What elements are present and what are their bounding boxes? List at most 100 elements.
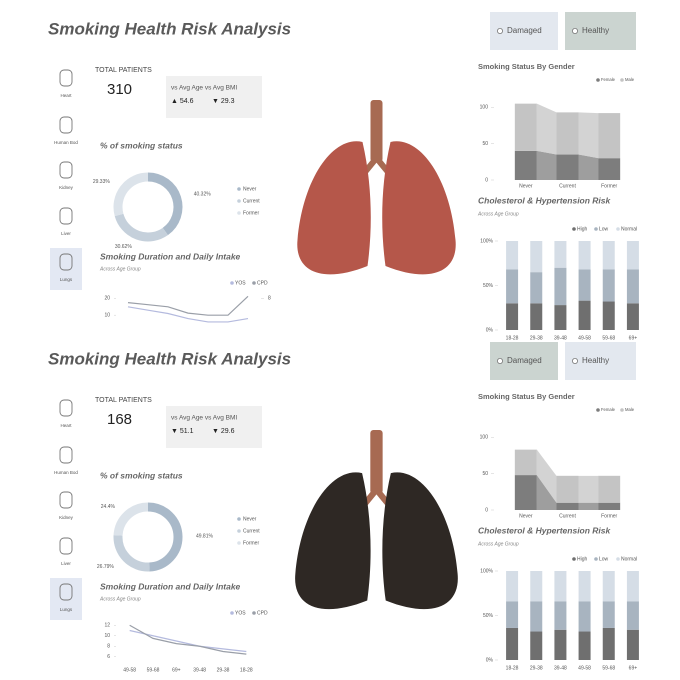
- legend-label: High: [577, 226, 588, 232]
- kpi-compare-box: [166, 406, 262, 448]
- legend-label: YOS: [235, 280, 246, 286]
- sidebar-item[interactable]: Lungs: [59, 253, 73, 282]
- x-tick-label: Never: [519, 183, 533, 189]
- bar: [578, 601, 591, 632]
- ribbon-bar: [598, 475, 621, 503]
- toggle-label: Healthy: [582, 356, 609, 365]
- x-tick-label: 29-38: [530, 335, 543, 341]
- legend-dot: [620, 78, 624, 82]
- ribbon-connector: [578, 154, 599, 180]
- legend-label: Low: [599, 226, 609, 232]
- title: Smoking Health Risk Analysis: [48, 349, 291, 368]
- bar: [602, 241, 615, 270]
- legend-dot: [572, 227, 576, 231]
- toggle-radio: [572, 357, 579, 364]
- sidebar-label: Kidney: [59, 185, 74, 190]
- ribbon-connector: [536, 449, 557, 503]
- sidebar-label: Kidney: [59, 515, 74, 520]
- x-tick-label: 59-68: [147, 667, 160, 673]
- sidebar-item[interactable]: Heart: [59, 69, 73, 98]
- data-label: 49.81%: [196, 533, 214, 539]
- toggle-button[interactable]: Healthy: [565, 12, 636, 50]
- sidebar-item[interactable]: Lungs: [59, 583, 73, 612]
- sidebar-label: Liver: [61, 561, 71, 566]
- y-tick-label: 50: [482, 471, 488, 477]
- legend-label: Never: [243, 186, 257, 192]
- sidebar-icon: [59, 491, 73, 509]
- toggle-button[interactable]: Damaged: [490, 342, 558, 380]
- toggle-button[interactable]: Healthy: [565, 342, 636, 380]
- legend-dot: [252, 611, 256, 615]
- chart-subtitle: Across Age Group: [477, 541, 519, 547]
- legend-dot: [620, 408, 624, 412]
- y-tick-label: 0%: [486, 657, 494, 663]
- ribbon-connector: [578, 112, 599, 159]
- sidebar-item[interactable]: Liver: [59, 537, 73, 566]
- ribbon-bar: [556, 154, 579, 180]
- legend-dot: [594, 557, 598, 561]
- sidebar-item[interactable]: Liver: [59, 207, 73, 236]
- bar: [554, 629, 567, 660]
- title: Smoking Health Risk Analysis: [48, 19, 291, 38]
- sidebar-item[interactable]: Human Bod: [54, 116, 78, 145]
- line-series: [127, 306, 249, 323]
- legend-dot: [237, 187, 241, 191]
- x-tick-label: 59-68: [602, 335, 615, 341]
- sidebar-item[interactable]: Kidney: [59, 161, 74, 190]
- x-tick-label: 29-38: [217, 667, 230, 673]
- legend-label: Female: [601, 407, 616, 412]
- x-tick-label: 39-48: [554, 665, 567, 671]
- sidebar-item[interactable]: Human Bod: [54, 446, 78, 475]
- chart-title: Smoking Duration and Daily Intake: [100, 581, 241, 591]
- y-tick-label: 0%: [486, 327, 494, 333]
- legend-label: Male: [625, 77, 635, 82]
- chart-title: Smoking Status By Gender: [478, 62, 575, 71]
- y-tick-label: 6: [107, 654, 110, 660]
- bar: [602, 301, 615, 330]
- bar: [530, 571, 543, 602]
- toggle-radio: [572, 27, 579, 34]
- ribbon-bar: [556, 112, 579, 155]
- kpi-value: 310: [107, 81, 132, 98]
- bar: [554, 305, 567, 330]
- bar: [578, 571, 591, 602]
- ribbon-bar: [556, 502, 579, 510]
- bar: [506, 303, 519, 330]
- sidebar-icon: [59, 583, 73, 601]
- chart-title: Cholesterol & Hypertension Risk: [478, 525, 612, 535]
- y-tick-label: 50: [482, 141, 488, 147]
- kpi-compare-box: [166, 76, 262, 118]
- bar: [578, 269, 591, 301]
- data-label: 26.79%: [97, 564, 115, 570]
- sidebar-icon: [59, 537, 73, 555]
- bar: [602, 269, 615, 302]
- bar: [626, 601, 639, 630]
- bar: [626, 303, 639, 330]
- donut-slice: [113, 535, 150, 572]
- legend-label: CPD: [257, 610, 268, 616]
- sidebar-label: Liver: [61, 231, 71, 236]
- toggle-radio: [496, 357, 503, 364]
- legend-dot: [237, 517, 241, 521]
- y-tick-label: 50%: [483, 613, 494, 619]
- bar: [554, 267, 567, 306]
- legend-label: Normal: [621, 556, 637, 562]
- bar: [506, 627, 519, 660]
- x-tick-label: 69+: [629, 665, 638, 671]
- x-tick-label: 18-28: [506, 335, 519, 341]
- x-tick-label: Former: [601, 183, 617, 189]
- ribbon-bar: [514, 449, 537, 476]
- legend-label: Former: [243, 210, 259, 216]
- legend-label: Normal: [621, 226, 637, 232]
- legend-dot: [237, 541, 241, 545]
- toggle-button[interactable]: Damaged: [490, 12, 558, 50]
- ribbon-bar: [598, 502, 621, 510]
- sidebar-item[interactable]: Heart: [59, 399, 73, 428]
- y-tick-label: 12: [104, 623, 110, 629]
- y-tick-label: 8: [107, 644, 110, 650]
- legend-dot: [237, 529, 241, 533]
- bar: [506, 571, 519, 602]
- sidebar-item[interactable]: Kidney: [59, 491, 74, 520]
- legend-label: CPD: [257, 280, 268, 286]
- legend-dot: [596, 78, 600, 82]
